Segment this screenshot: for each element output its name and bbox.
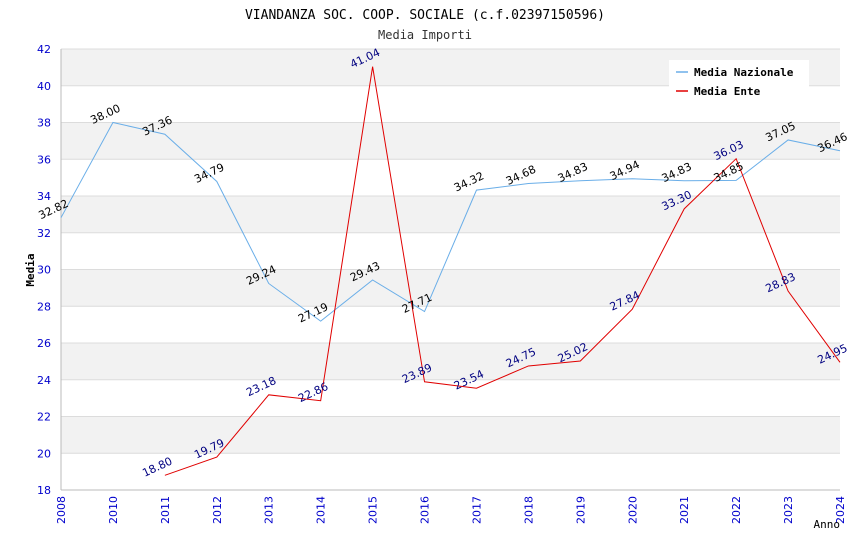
y-tick-label: 42	[37, 43, 51, 56]
y-axis-title: Media	[24, 253, 37, 286]
y-tick-label: 24	[37, 374, 51, 387]
plot-band	[61, 159, 840, 196]
series-layer	[60, 66, 841, 476]
y-tick-label: 32	[37, 227, 51, 240]
plot-band	[61, 379, 840, 417]
y-tick-label: 36	[37, 153, 51, 166]
y-tick-label: 30	[37, 264, 51, 277]
plot-band	[61, 122, 840, 160]
x-tick-label: 2011	[159, 496, 172, 524]
x-tick-label: 2015	[367, 496, 380, 524]
x-tick-label: 2019	[574, 496, 587, 524]
plot-band	[61, 453, 840, 490]
legend: Media Nazionale Media Ente	[669, 60, 809, 100]
x-tick-label: 2014	[315, 496, 328, 524]
y-tick-label: 28	[37, 300, 51, 313]
y-tick-label: 22	[37, 411, 51, 424]
x-tick-label: 2021	[678, 496, 691, 524]
series-line-media-nazionale	[60, 121, 841, 322]
plot-band	[61, 269, 840, 307]
y-tick-label: 40	[37, 80, 51, 93]
chart-subtitle: Media Importi	[378, 28, 472, 42]
x-axis: 2008 2010 2011 2012 2013 2014 2015 2016 2017 2018…	[55, 496, 847, 524]
plot-band	[61, 306, 840, 343]
x-axis-title: Anno	[814, 518, 841, 531]
legend-box	[669, 60, 809, 100]
y-tick-label: 26	[37, 337, 51, 350]
x-tick-label: 2020	[626, 496, 639, 524]
x-tick-label: 2013	[263, 496, 276, 524]
x-tick-label: 2023	[782, 496, 795, 524]
plot-band	[61, 196, 840, 233]
x-tick-label: 2016	[419, 496, 432, 524]
plot-band	[61, 416, 840, 454]
x-tick-label: 2017	[470, 496, 483, 524]
y-tick-label: 20	[37, 447, 51, 460]
y-axis: 18 20 22 24 26 28 30 32 34 36 38 40 42	[37, 43, 51, 497]
x-tick-label: 2012	[211, 496, 224, 524]
legend-label: Media Ente	[694, 85, 761, 98]
x-tick-label: 2022	[730, 496, 743, 524]
chart-title: VIANDANZA SOC. COOP. SOCIALE (c.f.023971…	[245, 8, 605, 23]
y-tick-label: 38	[37, 117, 51, 130]
y-tick-label: 18	[37, 484, 51, 497]
series-line-media-ente	[164, 66, 841, 476]
plot-background	[60, 48, 840, 491]
x-tick-label: 2024	[834, 496, 847, 524]
x-tick-label: 2010	[107, 496, 120, 524]
y-tick-label: 34	[37, 190, 51, 203]
x-tick-label: 2008	[55, 496, 68, 524]
x-tick-label: 2018	[522, 496, 535, 524]
legend-label: Media Nazionale	[694, 66, 794, 79]
plot-band	[61, 343, 840, 380]
